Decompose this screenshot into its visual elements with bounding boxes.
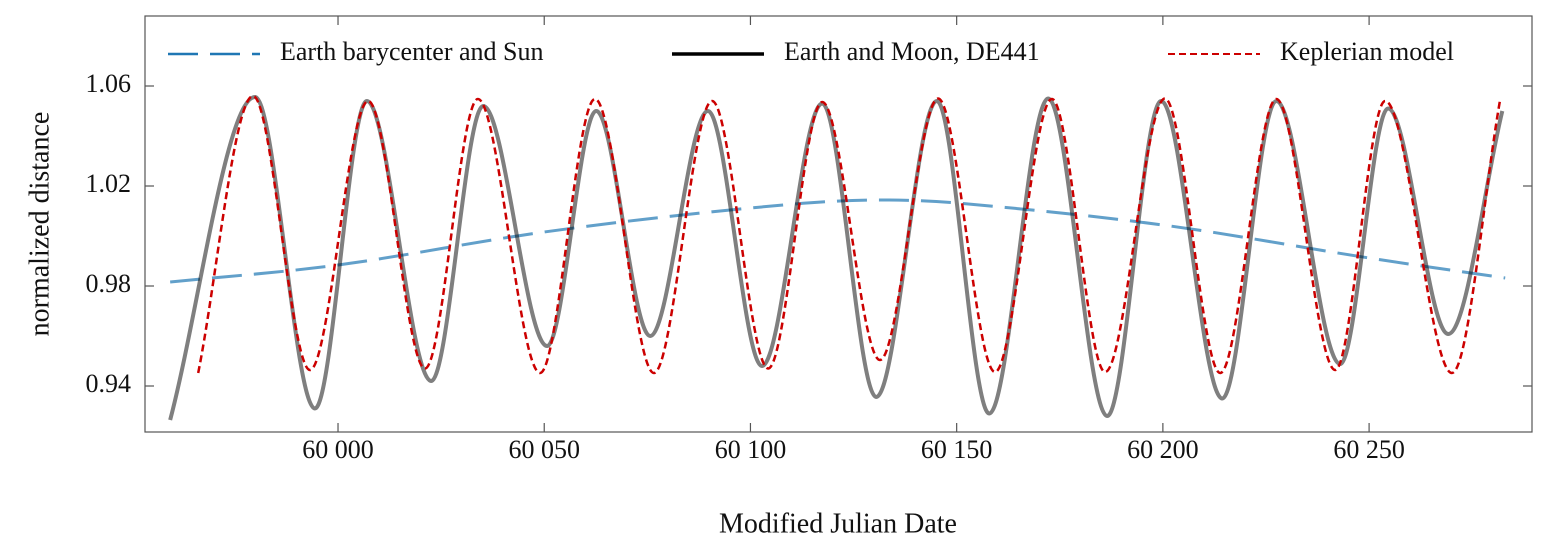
x-tick-label: 60 050 — [508, 435, 580, 464]
series-line — [168, 94, 1505, 421]
y-axis-label: normalized distance — [24, 112, 55, 337]
y-tick-label: 1.02 — [86, 169, 132, 198]
series-line — [170, 198, 1506, 284]
x-tick-label: 60 150 — [921, 435, 993, 464]
x-tick-label: 60 000 — [302, 435, 374, 464]
x-tick-label: 60 200 — [1127, 435, 1199, 464]
x-axis-label: Modified Julian Date — [719, 508, 957, 539]
legend-label: Earth and Moon, DE441 — [784, 37, 1040, 66]
x-tick-label: 60 100 — [715, 435, 787, 464]
y-tick-label: 0.94 — [86, 369, 132, 398]
plot-frame — [144, 15, 1533, 433]
y-tick-label: 1.06 — [86, 69, 132, 98]
legend-label: Earth barycenter and Sun — [280, 37, 544, 66]
legend-label: Keplerian model — [1280, 37, 1454, 66]
x-tick-label: 60 250 — [1333, 435, 1405, 464]
series-line — [196, 94, 1502, 375]
y-tick-label: 0.98 — [86, 269, 132, 298]
